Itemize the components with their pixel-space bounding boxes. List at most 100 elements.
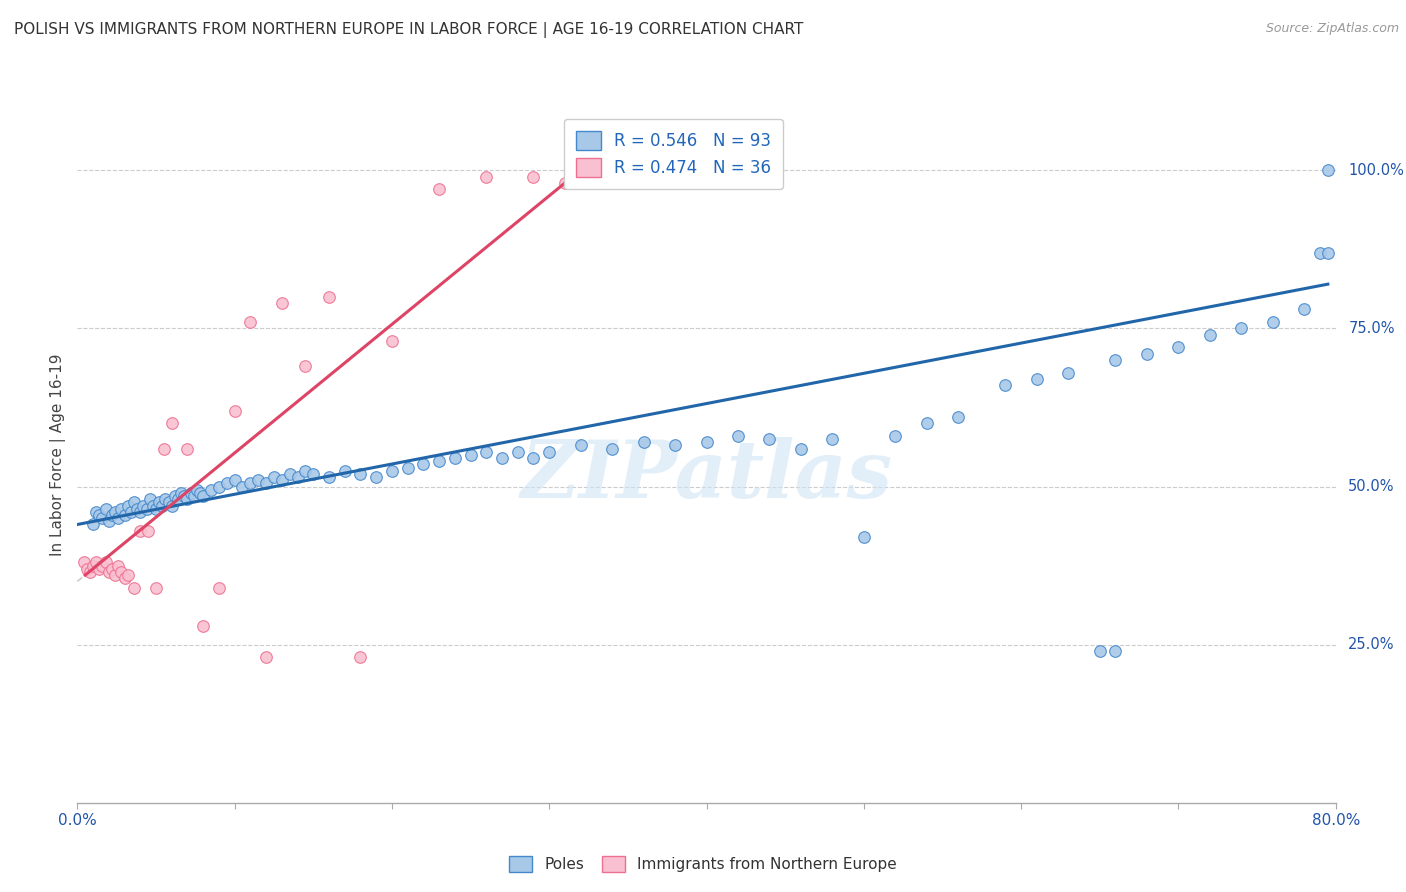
Point	[191, 618, 215, 632]
Point	[208, 479, 231, 493]
Point	[396, 460, 419, 475]
Point	[318, 470, 340, 484]
Point	[170, 486, 193, 500]
Point	[224, 473, 246, 487]
Point	[1261, 315, 1284, 329]
Point	[294, 464, 316, 478]
Point	[427, 182, 450, 196]
Point	[215, 476, 238, 491]
Point	[554, 176, 576, 190]
Point	[101, 508, 124, 522]
Point	[160, 499, 183, 513]
Point	[1294, 302, 1316, 317]
Point	[89, 562, 111, 576]
Point	[884, 429, 907, 443]
Point	[176, 442, 198, 456]
Point	[790, 442, 813, 456]
Point	[91, 558, 114, 573]
Point	[76, 562, 98, 576]
Point	[91, 511, 114, 525]
Point	[167, 492, 190, 507]
Point	[366, 470, 388, 484]
Point	[135, 501, 157, 516]
Point	[153, 442, 176, 456]
Text: POLISH VS IMMIGRANTS FROM NORTHERN EUROPE IN LABOR FORCE | AGE 16-19 CORRELATION: POLISH VS IMMIGRANTS FROM NORTHERN EUROP…	[14, 22, 803, 38]
Point	[475, 169, 498, 184]
Point	[1104, 353, 1126, 368]
Point	[191, 489, 215, 503]
Point	[1198, 327, 1220, 342]
Point	[110, 501, 132, 516]
Text: 75.0%: 75.0%	[1348, 321, 1395, 336]
Point	[129, 505, 152, 519]
Point	[460, 448, 482, 462]
Point	[270, 296, 292, 310]
Point	[89, 508, 111, 522]
Point	[107, 511, 129, 525]
Point	[117, 499, 139, 513]
Point	[208, 581, 231, 595]
Point	[302, 467, 325, 481]
Point	[600, 442, 623, 456]
Point	[948, 409, 970, 424]
Point	[122, 495, 145, 509]
Point	[173, 489, 195, 503]
Point	[231, 479, 253, 493]
Legend: Poles, Immigrants from Northern Europe: Poles, Immigrants from Northern Europe	[502, 848, 904, 880]
Point	[239, 315, 262, 329]
Point	[1316, 163, 1339, 178]
Point	[349, 650, 371, 665]
Point	[852, 530, 875, 544]
Point	[79, 565, 101, 579]
Legend: R = 0.546   N = 93, R = 0.474   N = 36: R = 0.546 N = 93, R = 0.474 N = 36	[564, 119, 783, 189]
Point	[239, 476, 262, 491]
Point	[132, 499, 155, 513]
Point	[263, 470, 285, 484]
Point	[1167, 340, 1189, 354]
Point	[1104, 644, 1126, 658]
Y-axis label: In Labor Force | Age 16-19: In Labor Force | Age 16-19	[51, 353, 66, 557]
Point	[224, 403, 246, 417]
Point	[157, 495, 180, 509]
Point	[163, 489, 186, 503]
Point	[97, 565, 120, 579]
Point	[287, 470, 309, 484]
Point	[107, 558, 129, 573]
Point	[129, 524, 152, 538]
Text: 100.0%: 100.0%	[1348, 163, 1405, 178]
Point	[254, 650, 277, 665]
Point	[82, 558, 104, 573]
Point	[188, 486, 211, 500]
Point	[1136, 347, 1159, 361]
Point	[142, 499, 165, 513]
Point	[84, 556, 107, 570]
Point	[84, 505, 107, 519]
Point	[381, 464, 404, 478]
Text: ZIPatlas: ZIPatlas	[520, 437, 893, 515]
Point	[758, 432, 780, 446]
Point	[821, 432, 844, 446]
Text: Source: ZipAtlas.com: Source: ZipAtlas.com	[1265, 22, 1399, 36]
Point	[122, 581, 145, 595]
Point	[444, 451, 467, 466]
Point	[104, 505, 127, 519]
Point	[1230, 321, 1253, 335]
Point	[522, 451, 544, 466]
Point	[138, 492, 160, 507]
Point	[94, 556, 117, 570]
Point	[475, 444, 498, 458]
Point	[994, 378, 1017, 392]
Point	[506, 444, 529, 458]
Point	[1316, 245, 1339, 260]
Point	[114, 571, 136, 585]
Point	[633, 435, 655, 450]
Point	[82, 517, 104, 532]
Point	[381, 334, 404, 348]
Point	[72, 556, 94, 570]
Point	[104, 568, 127, 582]
Point	[148, 495, 170, 509]
Point	[1025, 372, 1047, 386]
Point	[318, 290, 340, 304]
Point	[270, 473, 292, 487]
Point	[110, 565, 132, 579]
